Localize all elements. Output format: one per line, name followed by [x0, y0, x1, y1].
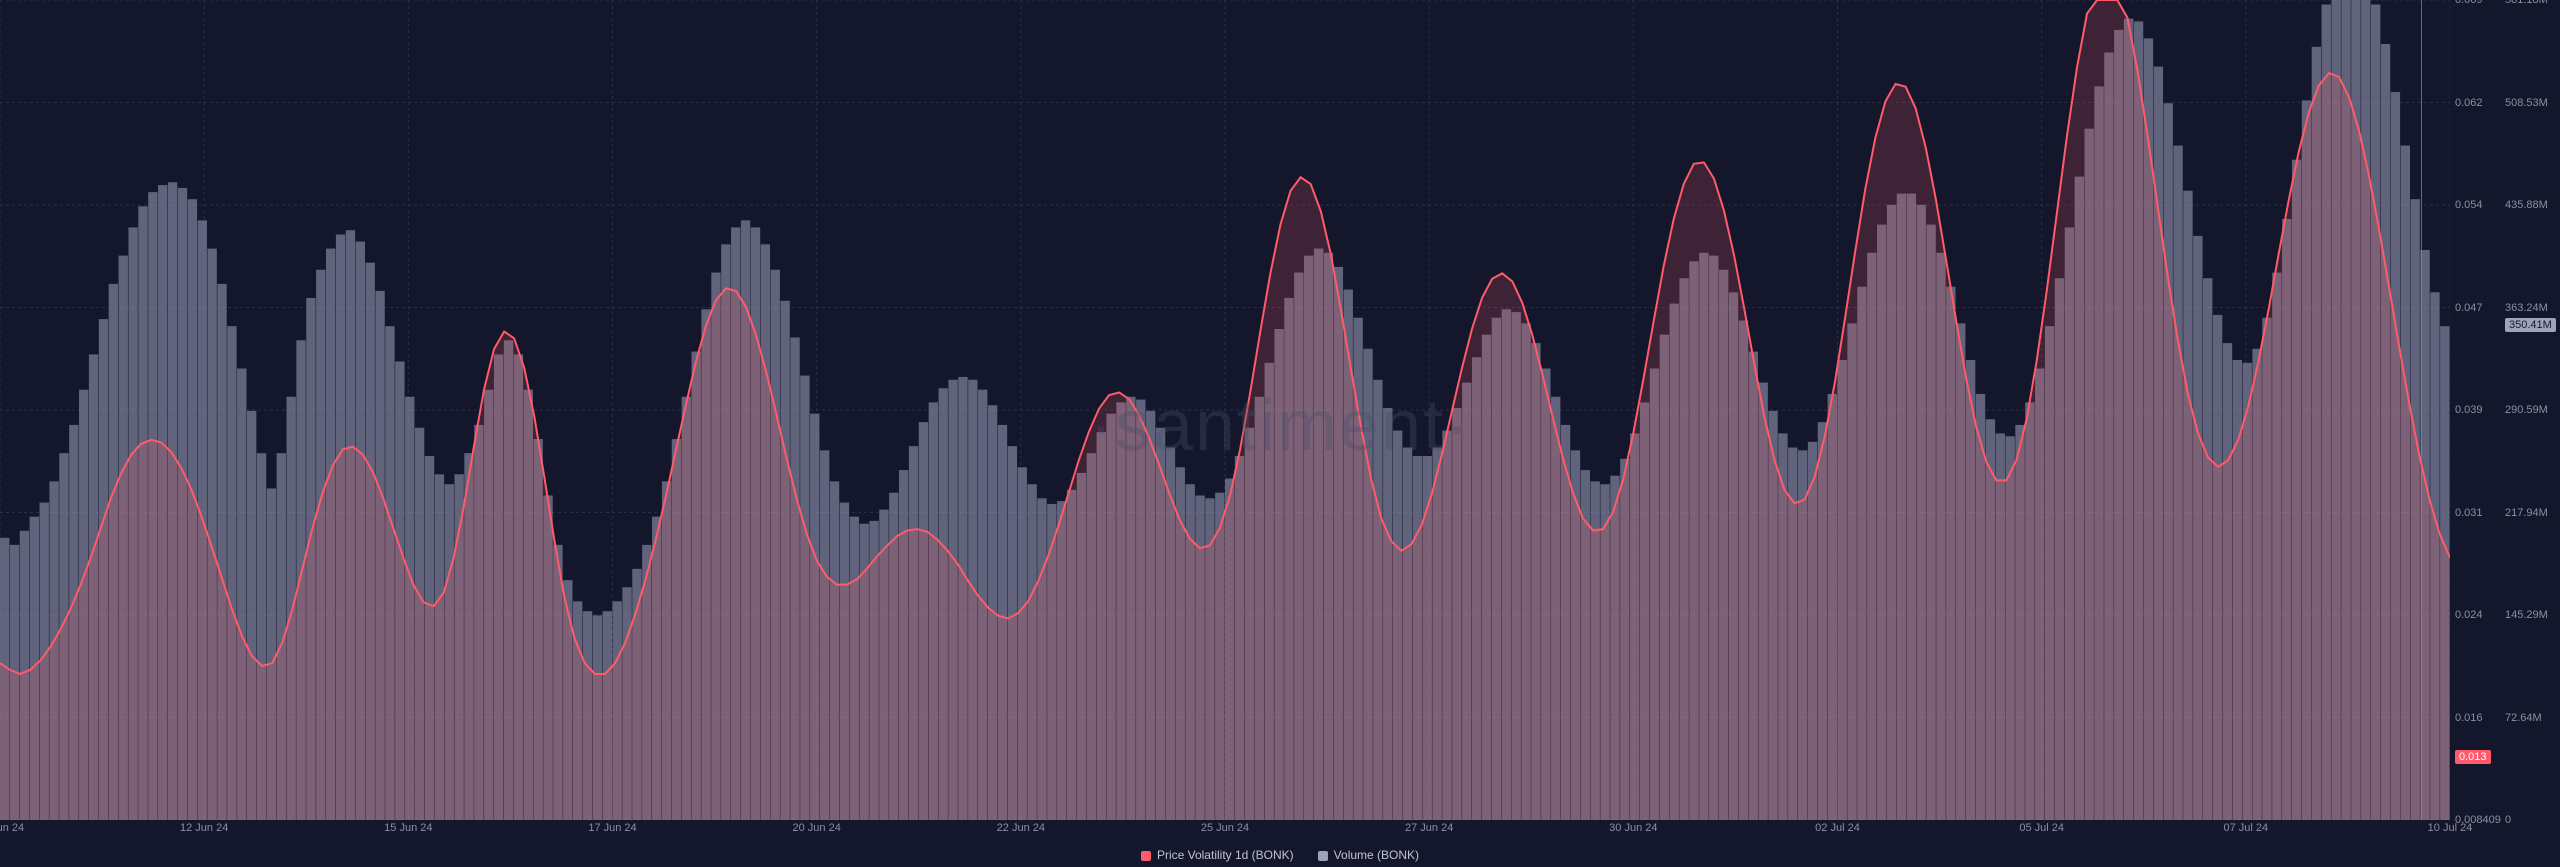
y-right-tick: 217.94M: [2505, 507, 2548, 519]
x-tick: 12 Jun 24: [180, 822, 228, 834]
y-left-tick: 0.039: [2455, 404, 2483, 416]
plot-area[interactable]: [0, 0, 2450, 820]
x-tick: 15 Jun 24: [384, 822, 432, 834]
y-left-tick: 0.024: [2455, 609, 2483, 621]
y-axis-volatility: 0.069 0.062 0.054 0.047 0.039 0.031 0.024 0.016…: [2455, 0, 2505, 820]
legend-item[interactable]: Volume (BONK): [1318, 848, 1419, 862]
x-tick: 02 Jul 24: [1815, 822, 1860, 834]
x-tick: 22 Jun 24: [997, 822, 1045, 834]
y-left-tick: 0.069: [2455, 0, 2483, 6]
current-volatility-badge: 0.013: [2455, 750, 2491, 764]
y-right-tick: 290.59M: [2505, 404, 2548, 416]
y-right-tick: 145.29M: [2505, 609, 2548, 621]
legend-label: Volume (BONK): [1334, 848, 1419, 862]
x-tick: 10 Jun 24: [0, 822, 24, 834]
y-right-tick: 0: [2505, 814, 2511, 826]
y-axis-volume: 581.18M 508.53M 435.88M 363.24M 290.59M 217.9…: [2505, 0, 2560, 820]
y-left-tick: 0.016: [2455, 712, 2483, 724]
legend: Price Volatility 1d (BONK) Volume (BONK): [0, 846, 2560, 866]
current-volume-badge: 350.41M: [2505, 318, 2556, 332]
legend-label: Price Volatility 1d (BONK): [1157, 848, 1294, 862]
y-right-tick: 72.64M: [2505, 712, 2542, 724]
chart-svg: [0, 0, 2450, 820]
y-left-tick: 0.062: [2455, 97, 2483, 109]
x-tick: 27 Jun 24: [1405, 822, 1453, 834]
x-tick: 30 Jun 24: [1609, 822, 1657, 834]
x-tick: 20 Jun 24: [792, 822, 840, 834]
x-axis: 10 Jun 24 12 Jun 24 15 Jun 24 17 Jun 24 20 J…: [0, 822, 2450, 842]
y-left-tick: 0.054: [2455, 199, 2483, 211]
y-left-tick: 0.047: [2455, 302, 2483, 314]
legend-swatch: [1318, 851, 1328, 861]
y-right-tick: 435.88M: [2505, 199, 2548, 211]
y-right-tick: 581.18M: [2505, 0, 2548, 6]
x-tick: 17 Jun 24: [588, 822, 636, 834]
chart-container: ·santiment· 0.0690.0620.0540.0470.0390.0…: [0, 0, 2560, 867]
y-left-tick: 0.031: [2455, 507, 2483, 519]
x-tick: 10 Jul 24: [2428, 822, 2473, 834]
cursor-line: [2421, 0, 2422, 820]
x-tick: 25 Jun 24: [1201, 822, 1249, 834]
y-right-tick: 363.24M: [2505, 302, 2548, 314]
legend-item[interactable]: Price Volatility 1d (BONK): [1141, 848, 1294, 862]
x-tick: 05 Jul 24: [2019, 822, 2064, 834]
legend-swatch: [1141, 851, 1151, 861]
y-right-tick: 508.53M: [2505, 97, 2548, 109]
x-tick: 07 Jul 24: [2224, 822, 2269, 834]
